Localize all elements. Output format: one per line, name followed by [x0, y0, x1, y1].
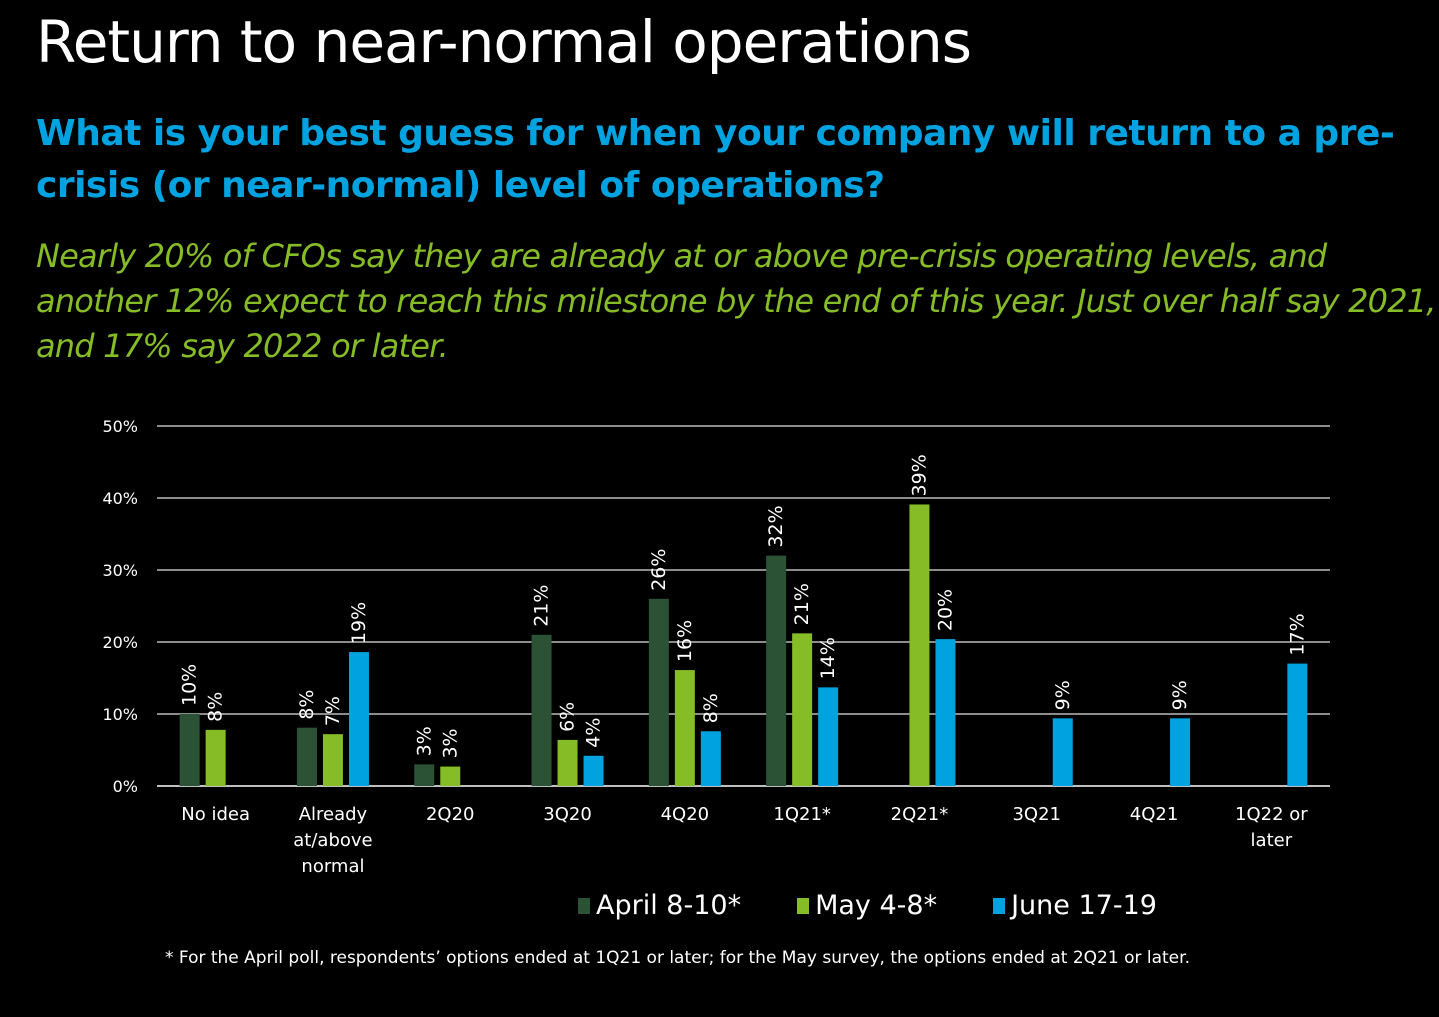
survey-question: What is your best guess for when your co… — [36, 113, 1395, 206]
legend-item: April 8-10* — [578, 890, 741, 921]
bar-may-4-8-0 — [205, 729, 226, 786]
data-label: 7% — [322, 696, 344, 726]
legend-label: April 8-10* — [596, 890, 742, 921]
data-label: 6% — [557, 702, 579, 732]
bar-april-8-10-2 — [414, 764, 435, 786]
bar-april-8-10-4 — [648, 598, 669, 786]
data-label: 9% — [1052, 680, 1074, 710]
data-label: 3% — [413, 726, 435, 756]
data-label: 9% — [1169, 680, 1191, 710]
y-tick-label: 40% — [102, 489, 138, 508]
legend-swatch — [993, 897, 1006, 914]
legend-item: June 17-19 — [993, 890, 1157, 921]
data-label: 8% — [205, 692, 227, 722]
data-label: 21% — [791, 583, 813, 625]
legend-item: May 4-8* — [797, 890, 937, 921]
bar-april-8-10-3 — [531, 634, 552, 786]
x-tick-label: 4Q21 — [1130, 804, 1179, 825]
x-tick-label: 1Q21* — [773, 804, 831, 825]
bar-april-8-10-5 — [766, 555, 787, 786]
x-axis-ticks: No idea Already at/above normal 2Q20 3Q20 4Q20… — [181, 804, 1308, 877]
data-label: 39% — [908, 454, 930, 496]
x-tick-label: 3Q21 — [1012, 804, 1061, 825]
bar-june-17-19-9 — [1287, 663, 1308, 786]
data-label: 3% — [439, 728, 461, 758]
bar-april-8-10-0 — [179, 714, 200, 786]
x-tick-label: 4Q20 — [661, 804, 710, 825]
bars — [179, 504, 1308, 786]
bar-june-17-19-4 — [700, 731, 721, 786]
bar-june-17-19-7 — [1052, 718, 1073, 786]
bar-june-17-19-5 — [818, 687, 839, 786]
bar-april-8-10-1 — [296, 727, 317, 786]
footnote: * For the April poll, respondents’ optio… — [165, 948, 1190, 968]
bar-may-4-8-4 — [674, 670, 695, 786]
data-labels: 10%8% 8% 7%19%3% 3%21%6%4%26%16%8%32%21%14%… — [179, 454, 1309, 758]
bar-june-17-19-8 — [1170, 718, 1191, 786]
data-label: 8% — [700, 693, 722, 723]
gridlines — [157, 425, 1330, 787]
bar-chart: 0%10%20%30%40%50% 10%8% 8% 7%19%3% 3%21%6%4… — [102, 417, 1330, 877]
bar-june-17-19-3 — [583, 755, 604, 786]
legend-swatch — [797, 897, 810, 914]
bar-may-4-8-5 — [792, 633, 813, 786]
data-label: 21% — [531, 585, 553, 627]
x-tick-label: 2Q21* — [891, 804, 949, 825]
data-label: 32% — [765, 505, 787, 547]
x-tick-label: Already at/above normal — [293, 804, 372, 877]
data-label: 16% — [674, 620, 696, 662]
data-label: 14% — [817, 637, 839, 679]
data-label: 10% — [179, 664, 201, 706]
x-tick-label: 1Q22 or later — [1235, 804, 1308, 851]
bar-june-17-19-1 — [348, 652, 369, 786]
data-label: 26% — [648, 549, 670, 591]
data-label: 19% — [348, 602, 370, 644]
legend-label: June 17-19 — [1011, 890, 1157, 921]
legend-label: May 4-8* — [815, 890, 938, 921]
bar-may-4-8-6 — [909, 504, 930, 786]
data-label: 17% — [1286, 613, 1308, 655]
data-label: 4% — [583, 718, 605, 748]
x-tick-label: No idea — [181, 804, 250, 825]
bar-may-4-8-1 — [322, 734, 343, 786]
y-tick-label: 50% — [102, 417, 138, 436]
y-tick-label: 30% — [102, 561, 138, 580]
bar-june-17-19-6 — [935, 639, 956, 786]
y-tick-label: 10% — [102, 705, 138, 724]
x-tick-label: 3Q20 — [543, 804, 592, 825]
y-axis-ticks: 0% 10% 20% 30% 40% 50% — [102, 417, 138, 796]
legend-swatch — [578, 897, 590, 914]
legend: April 8-10* May 4-8* June 17-19 — [578, 890, 1213, 921]
page-title: Return to near-normal operations — [36, 8, 972, 76]
bar-may-4-8-3 — [557, 739, 578, 786]
data-label: 20% — [934, 589, 956, 631]
bar-may-4-8-2 — [440, 766, 461, 786]
summary-text: Nearly 20% of CFOs say they are already … — [36, 237, 1436, 365]
x-tick-label: 2Q20 — [426, 804, 475, 825]
y-tick-label: 0% — [113, 777, 138, 796]
y-tick-label: 20% — [102, 633, 138, 652]
data-label: 8% — [296, 690, 318, 720]
